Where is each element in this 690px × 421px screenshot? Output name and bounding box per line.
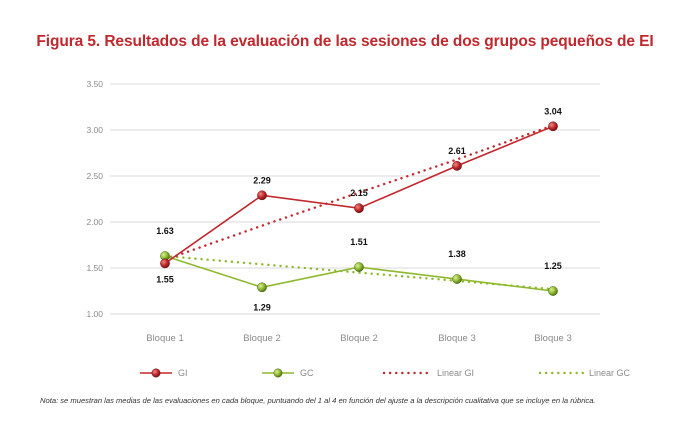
legend-label-gi: GI <box>178 368 188 378</box>
x-tick-label: Bloque 3 <box>438 333 476 344</box>
data-point-gi <box>257 190 267 201</box>
data-label-gc: 1.63 <box>156 226 174 236</box>
data-label-gi: 2.29 <box>253 175 271 185</box>
data-point-gi <box>160 258 170 269</box>
chart-title: Figura 5. Resultados de la evaluación de… <box>36 33 654 50</box>
data-label-gc: 1.29 <box>253 302 271 312</box>
y-tick-label: 3.50 <box>86 79 103 89</box>
data-label-gi: 1.55 <box>156 274 174 284</box>
data-point-gi <box>548 121 558 132</box>
legend-label-linear-gc: Linear GC <box>589 368 631 378</box>
y-tick-label: 1.50 <box>86 263 103 273</box>
y-tick-label: 3.00 <box>86 125 103 135</box>
y-tick-label: 1.00 <box>86 309 103 319</box>
legend-marker-gi <box>151 368 161 378</box>
data-label-gc: 1.51 <box>350 237 368 247</box>
y-tick-label: 2.00 <box>86 217 103 227</box>
data-label-gi: 2.15 <box>350 188 368 198</box>
data-point-gc <box>548 286 558 296</box>
data-point-gc <box>452 274 462 284</box>
trendline-linear-gc <box>163 254 555 291</box>
data-point-gi <box>452 161 462 171</box>
x-tick-label: Bloque 1 <box>146 333 184 344</box>
x-tick-label: Bloque 2 <box>340 333 378 344</box>
data-label-gc: 1.25 <box>544 261 562 271</box>
data-point-gc <box>354 262 364 272</box>
data-label-gc: 1.38 <box>448 249 466 259</box>
data-point-gc <box>257 282 267 293</box>
x-tick-label: Bloque 2 <box>243 333 281 344</box>
trendline-linear-gi <box>163 124 555 261</box>
footnote: Nota: se muestran las medias de las eval… <box>40 396 596 405</box>
y-tick-label: 2.50 <box>86 171 103 181</box>
legend-marker-gc <box>273 368 283 378</box>
data-point-gi <box>354 203 364 214</box>
x-tick-label: Bloque 3 <box>534 333 572 344</box>
data-label-gi: 3.04 <box>544 106 562 116</box>
legend-label-gc: GC <box>300 368 314 378</box>
legend-label-linear-gi: Linear GI <box>437 368 474 378</box>
data-label-gi: 2.61 <box>448 146 466 156</box>
